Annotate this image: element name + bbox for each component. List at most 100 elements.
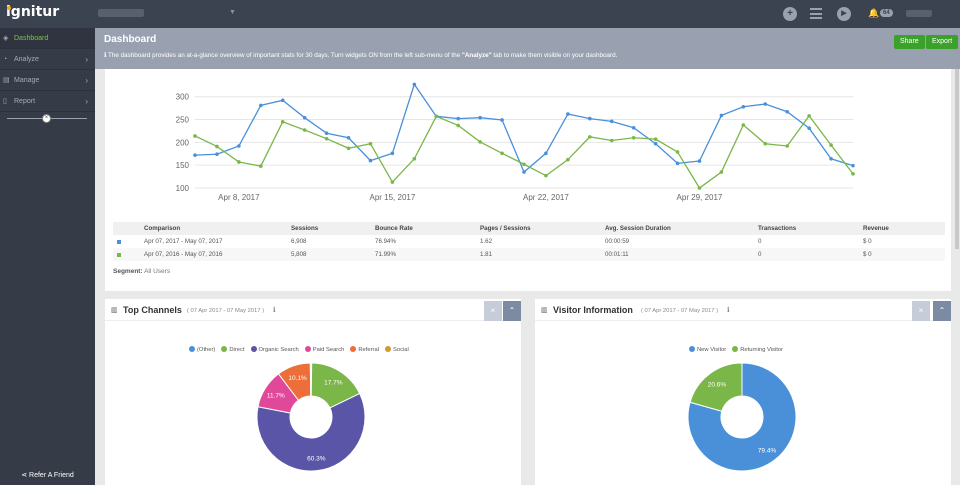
legend-swatch [189, 346, 195, 352]
legend-item[interactable]: (Other) [189, 346, 215, 353]
widget-collapse-button[interactable]: ⌃ [503, 301, 521, 321]
y-tick-label: 300 [176, 93, 190, 102]
summary-header-row: Comparison Sessions Bounce Rate Pages / … [113, 222, 945, 235]
data-point [588, 116, 592, 121]
y-tick-label: 250 [176, 116, 190, 125]
data-point [390, 151, 395, 156]
data-point [697, 186, 702, 190]
y-tick-label: 200 [176, 138, 190, 147]
chevron-right-icon: › [85, 55, 88, 64]
cell: 1.62 [480, 238, 493, 245]
data-point [237, 144, 241, 148]
sidebar-item-dashboard[interactable]: ◈ Dashboard [0, 28, 95, 49]
data-point [763, 141, 768, 146]
chevron-right-icon: › [85, 76, 88, 85]
legend-item[interactable]: Paid Search [304, 346, 344, 353]
play-icon[interactable]: ▶ [837, 7, 851, 21]
refer-label: Refer A Friend [29, 472, 74, 479]
widget-collapse-button[interactable]: ⌃ [933, 301, 951, 321]
user-menu[interactable] [906, 10, 932, 17]
legend-item[interactable]: Organic Search [250, 346, 299, 353]
slice-label: 11.7% [267, 393, 285, 400]
description-emphasis: "Analyze" [461, 52, 492, 59]
col-pages-sessions: Pages / Sessions [480, 225, 531, 232]
donut-slice [689, 362, 743, 412]
caret-down-icon[interactable]: ▼ [229, 9, 236, 16]
top-channels-legend: (Other) Direct Organic Search Paid Search Re… [189, 346, 415, 353]
data-point [478, 115, 482, 120]
cell: $ 0 [863, 238, 872, 245]
ignitur-logo[interactable]: ignitur [6, 4, 59, 20]
sidebar-item-label: Report [14, 98, 36, 105]
data-point [807, 114, 811, 118]
refer-a-friend-link[interactable]: ⋖ Refer A Friend [0, 471, 95, 479]
chevron-right-icon: › [85, 97, 88, 106]
logo-dot [7, 6, 11, 10]
data-point [280, 120, 285, 124]
sidebar-item-analyze[interactable]: ◔ Analyze › [0, 49, 95, 70]
data-point [631, 135, 636, 140]
cell: 00:01:11 [605, 251, 629, 258]
notification-badge[interactable]: 64 [880, 9, 893, 17]
slice-label: 20.6% [708, 381, 727, 388]
data-point [697, 159, 702, 163]
page-header: Dashboard ℹ The dashboard provides an at… [95, 28, 960, 69]
sessions-panel: 100 150 200 250 300 Apr 8, 2017 Apr 15, 2017 Ap… [105, 69, 951, 291]
sidebar-item-manage[interactable]: ▤ Manage › [0, 70, 95, 91]
cell: 6,908 [291, 238, 307, 245]
list-icon[interactable] [810, 8, 822, 19]
col-sessions: Sessions [291, 225, 319, 232]
legend-item[interactable]: Social [385, 346, 409, 353]
legend-item[interactable]: Direct [221, 346, 245, 353]
data-point [434, 114, 439, 119]
sidebar-item-label: Manage [14, 77, 40, 84]
data-point [259, 103, 263, 108]
donut-slice [687, 362, 797, 472]
data-point [609, 119, 614, 124]
description-text-end: tab to make them visible on your dashboa… [491, 52, 618, 59]
y-tick-label: 100 [176, 184, 190, 193]
widget-title: Visitor Information [553, 305, 633, 315]
donut-slice [256, 392, 366, 472]
sidebar: ◈ Dashboard ◔ Analyze › ▤ Manage › ▯ Rep… [0, 28, 95, 485]
legend-label: (Other) [197, 347, 216, 353]
bell-icon[interactable]: 🔔 [868, 8, 880, 18]
sidebar-slider-handle[interactable]: × [42, 114, 51, 123]
data-point [544, 173, 548, 178]
col-bounce-rate: Bounce Rate [375, 225, 413, 232]
sidebar-item-report[interactable]: ▯ Report › [0, 91, 95, 112]
slice-label: 17.7% [324, 380, 343, 387]
y-tick-label: 150 [176, 161, 190, 170]
table-row: Apr 07, 2017 - May 07, 2017 6,908 76.94%… [113, 235, 945, 248]
visitor-legend: New Visitor Returning Visitor [689, 346, 789, 353]
data-point [653, 141, 658, 146]
info-icon[interactable]: ℹ [727, 307, 730, 314]
data-point [193, 134, 197, 138]
add-icon[interactable]: + [783, 7, 797, 21]
widget-close-button[interactable]: × [484, 301, 502, 321]
info-icon[interactable]: ℹ [273, 307, 276, 314]
legend-item[interactable]: Returning Visitor [732, 346, 783, 353]
x-tick-label: Apr 29, 2017 [677, 193, 723, 202]
share-button[interactable]: Share [894, 35, 925, 49]
col-comparison: Comparison [144, 225, 181, 232]
data-point [412, 82, 417, 87]
cell: Apr 07, 2016 - May 07, 2016 [144, 251, 223, 258]
account-selector[interactable] [98, 9, 144, 17]
slice-label: 10.1% [288, 375, 307, 382]
description-text: The dashboard provides an at-a-glance ov… [108, 52, 462, 59]
widget-header: ▥ Top Channels ( 07 Apr 2017 - 07 May 20… [105, 299, 521, 321]
export-button[interactable]: Export [926, 35, 959, 49]
legend-label: Social [393, 347, 409, 353]
x-tick-label: Apr 15, 2017 [369, 193, 415, 202]
legend-label: Referral [358, 347, 379, 353]
legend-item[interactable]: Referral [350, 346, 379, 353]
data-point [215, 144, 219, 149]
top-channels-donut: 17.7% 60.3% 11.7% 10.1% [256, 362, 366, 472]
scrollbar[interactable] [955, 69, 959, 249]
legend-swatch [689, 346, 695, 352]
widget-close-button[interactable]: × [912, 301, 930, 321]
legend-item[interactable]: New Visitor [689, 346, 726, 353]
summary-table: Comparison Sessions Bounce Rate Pages / … [113, 222, 945, 261]
col-transactions: Transactions [758, 225, 797, 232]
